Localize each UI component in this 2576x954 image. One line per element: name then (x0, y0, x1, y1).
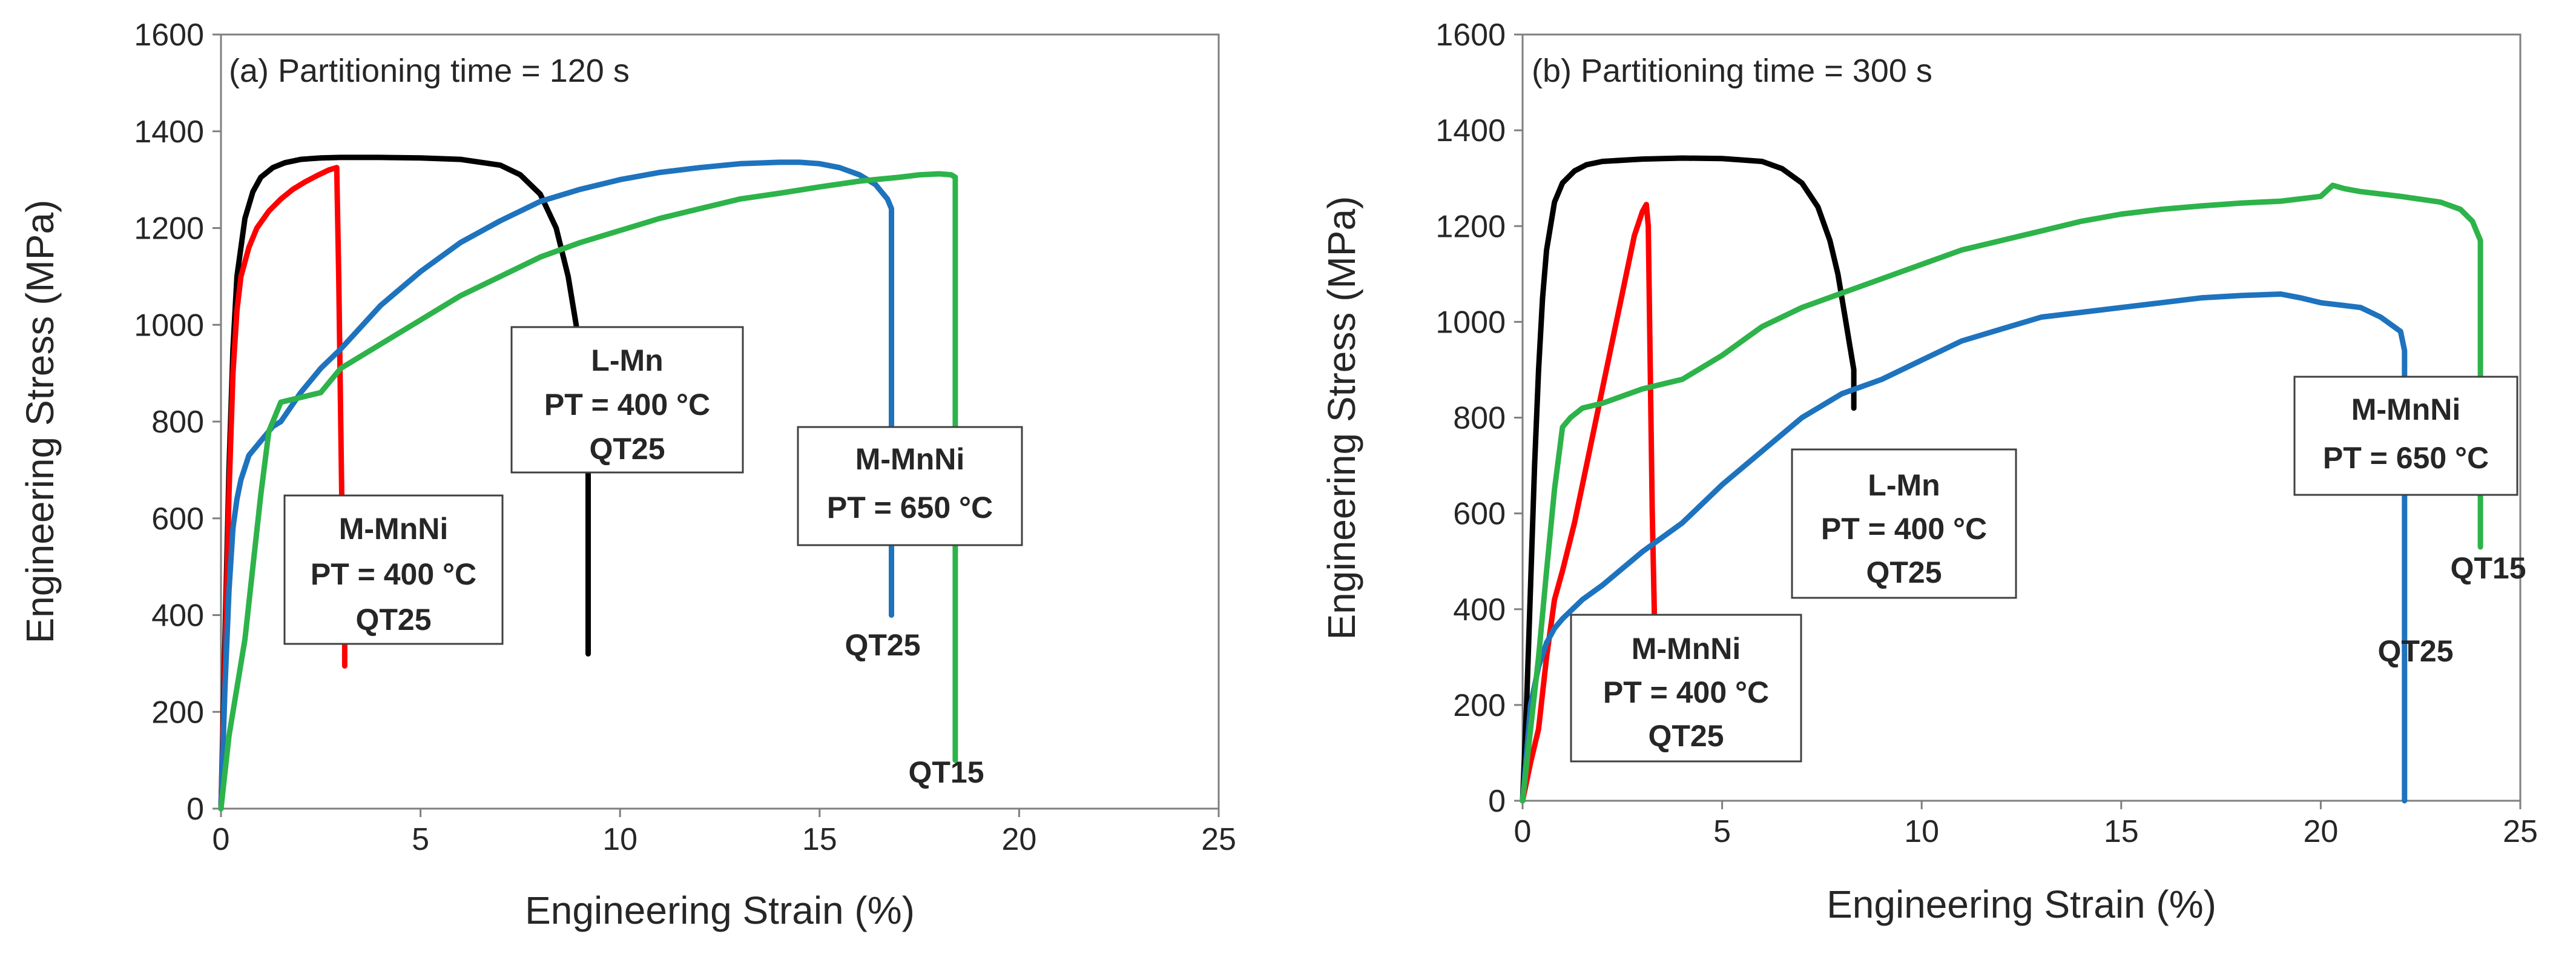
x-tick-label: 20 (1001, 822, 1036, 857)
annotation-line: M-MnNi (855, 442, 965, 476)
series-line (218, 154, 591, 812)
annotation-line: QT25 (355, 603, 431, 637)
axis-ticks: 0 5 10 15 20 25 0 200 400 600 800 1000 1200 1400 1600 (1435, 18, 2538, 849)
y-tick-label: 1200 (1435, 209, 1506, 244)
x-tick-label: 20 (2303, 814, 2338, 849)
y-tick-label: 1600 (134, 18, 204, 53)
annotation-line: QT25 (589, 432, 665, 466)
annotation-box-m-mnni-650: M-MnNi PT = 650 °C (797, 426, 1023, 546)
annotation-line: M-MnNi (2351, 393, 2461, 426)
annotation-line: PT = 400 °C (1603, 675, 1769, 709)
y-tick-label: 1000 (134, 308, 204, 343)
series-line (218, 159, 894, 812)
series-line (1520, 155, 1857, 804)
y-tick-label: 1400 (134, 114, 204, 150)
series-group (1520, 155, 2483, 804)
y-tick-label: 600 (1453, 497, 1506, 532)
end-label-qt25: QT25 (845, 628, 920, 662)
end-label-qt15: QT15 (2450, 551, 2526, 585)
y-tick-label: 1400 (1435, 113, 1506, 148)
annotation-line: QT25 (1866, 555, 1942, 589)
annotation-line: M-MnNi (1632, 632, 1741, 666)
y-tick-label: 1200 (134, 211, 204, 247)
panel-label: (a) Partitioning time = 120 s (229, 53, 630, 89)
annotation-box-m-mnni-400: M-MnNi PT = 400 °C QT25 (1570, 614, 1802, 763)
y-tick-label: 0 (1488, 784, 1506, 819)
y-tick-label: 1600 (1435, 18, 1506, 53)
y-tick-label: 0 (186, 792, 204, 827)
x-tick-label: 5 (1713, 814, 1731, 849)
annotation-line: PT = 400 °C (1821, 512, 1987, 546)
series-line (1520, 202, 1657, 804)
x-tick-label: 15 (2104, 814, 2139, 849)
annotation-line: PT = 650 °C (827, 491, 993, 525)
x-tick-label: 25 (1201, 822, 1236, 857)
y-axis-title: Engineering Stress (MPa) (18, 200, 62, 644)
x-tick-label: 0 (212, 822, 230, 857)
annotation-line: QT25 (1648, 719, 1724, 753)
x-tick-label: 5 (412, 822, 429, 857)
y-tick-label: 1000 (1435, 305, 1506, 340)
annotation-box-l-mn: L-Mn PT = 400 °C QT25 (510, 326, 744, 474)
panel-a: 0 5 10 15 20 2502004006008001000120014001600 … (18, 18, 1236, 932)
x-axis-title: Engineering Strain (%) (525, 889, 915, 932)
y-axis-title: Engineering Stress (MPa) (1320, 196, 1363, 640)
annotation-box-l-mn: L-Mn PT = 400 °C QT25 (1791, 448, 2017, 599)
series-line (1520, 182, 2483, 804)
y-tick-label: 200 (1453, 688, 1506, 723)
y-tick-label: 400 (151, 598, 204, 634)
y-tick-label: 200 (151, 695, 204, 730)
end-label-qt15: QT15 (908, 755, 984, 789)
series-line (218, 165, 348, 812)
x-tick-label: 15 (802, 822, 837, 857)
panel-b: 0 5 10 15 20 2502004006008001000120014001600 … (1320, 18, 2538, 926)
annotation-line: L-Mn (591, 343, 663, 377)
annotation-line: PT = 400 °C (544, 388, 710, 422)
annotation-box-m-mnni-650: M-MnNi PT = 650 °C (2293, 376, 2518, 496)
annotation-line: L-Mn (1868, 468, 1940, 502)
end-label-qt25: QT25 (2377, 634, 2453, 668)
annotation-line: PT = 650 °C (2323, 441, 2489, 475)
axis-ticks: 0 5 10 15 20 25 0 200 400 600 800 1000 1200 1400 1600 (134, 18, 1236, 857)
panel-label: (b) Partitioning time = 300 s (1532, 53, 1932, 89)
y-tick-label: 800 (1453, 401, 1506, 436)
x-axis-title: Engineering Strain (%) (1827, 883, 2216, 926)
x-tick-label: 10 (602, 822, 637, 857)
series-line (218, 171, 958, 812)
y-tick-label: 600 (151, 502, 204, 537)
annotation-line: M-MnNi (339, 512, 449, 546)
x-tick-label: 25 (2503, 814, 2538, 849)
y-tick-label: 800 (151, 405, 204, 440)
x-tick-label: 10 (1904, 814, 1939, 849)
y-tick-label: 400 (1453, 592, 1506, 628)
annotation-line: PT = 400 °C (311, 557, 476, 591)
x-tick-label: 0 (1514, 814, 1532, 849)
series-line (1520, 291, 2408, 804)
series-group (218, 154, 958, 812)
annotation-box-m-mnni-400: M-MnNi PT = 400 °C QT25 (283, 494, 504, 645)
